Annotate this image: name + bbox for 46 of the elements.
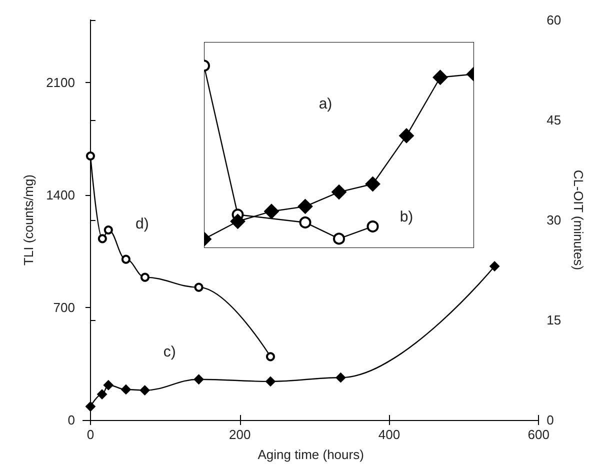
point (366, 220, 379, 232)
point (104, 226, 113, 234)
point (98, 234, 107, 244)
y-axis-title: TLI (counts/mg) (21, 174, 36, 266)
point (265, 376, 276, 386)
y-tick-label: 2100 (46, 75, 75, 90)
point (194, 282, 204, 292)
point (332, 184, 346, 200)
y-tick-label: 0 (68, 412, 75, 428)
x-tick-label: 200 (229, 427, 251, 442)
point (120, 384, 131, 394)
x-tick-label: 600 (528, 427, 550, 442)
point (365, 176, 380, 192)
x-tick-label: 0 (86, 427, 94, 442)
point (230, 214, 246, 229)
point (264, 204, 279, 219)
x-axis-title: Aging time (hours) (258, 447, 364, 462)
x-tick-label: 400 (378, 427, 400, 442)
point (86, 152, 95, 160)
y2-tick-label: 45 (546, 112, 562, 128)
point (336, 372, 346, 383)
point (140, 385, 150, 396)
y2-tick-label: 0 (546, 412, 554, 428)
point (97, 389, 108, 400)
point (194, 374, 204, 384)
y2-tick-label: 15 (546, 312, 562, 328)
point (103, 380, 114, 390)
y2-tick-label: 60 (546, 12, 562, 28)
point (399, 128, 414, 144)
y2-axis-title: CL-OIT (minutes) (571, 170, 586, 270)
annotation: a) (318, 95, 332, 112)
point (333, 232, 345, 245)
point (432, 70, 448, 85)
annotation: d) (136, 216, 149, 232)
point (266, 352, 275, 362)
point (121, 254, 130, 264)
point (140, 272, 150, 282)
y2-tick-label: 30 (546, 212, 562, 228)
y-tick-label: 700 (53, 300, 75, 316)
annotation: b) (400, 208, 414, 226)
annotation: c) (163, 344, 176, 360)
point (299, 216, 312, 228)
point (85, 402, 96, 412)
y-tick-label: 1400 (46, 188, 75, 203)
point (298, 198, 313, 214)
point (490, 261, 500, 272)
